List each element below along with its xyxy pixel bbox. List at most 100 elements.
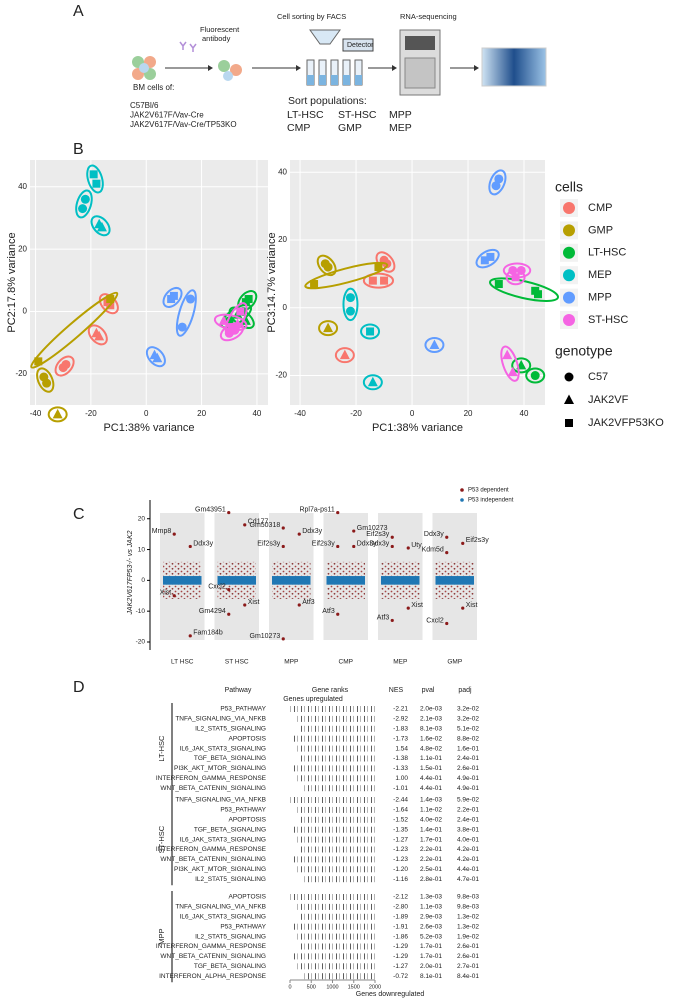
p53-independent-band — [326, 576, 365, 585]
detector-label: Detector — [347, 42, 374, 49]
padj-value: 1.3e-02 — [457, 923, 479, 930]
pval-value: 8.1e-03 — [420, 726, 442, 733]
gene-label: Eif2s3y — [312, 540, 335, 547]
legend-label: JAK2VF — [588, 394, 629, 406]
gene-rank-barcode — [290, 797, 375, 803]
table-header: pval — [422, 687, 435, 694]
gene-rank-barcode — [295, 806, 375, 813]
nes-value: 1.00 — [395, 775, 408, 782]
gene-rank-barcode — [290, 706, 375, 712]
point — [78, 204, 88, 214]
pval-value: 2.1e-03 — [420, 716, 442, 723]
plot-background — [290, 160, 545, 405]
nes-value: -1.20 — [393, 866, 408, 873]
x-tick-label: MEP — [393, 659, 407, 666]
group-ellipse — [304, 261, 389, 290]
gene-rank-barcode — [292, 953, 375, 960]
gene-label: Gm10273 — [357, 525, 388, 532]
pval-value: 2.0e-03 — [420, 706, 442, 713]
pathway-name: IL6_JAK_STAT3_SIGNALING — [180, 836, 266, 843]
gene-label: Eif2s3y — [257, 540, 280, 547]
point — [169, 291, 178, 300]
population: ST-HSC — [338, 109, 377, 121]
point — [516, 265, 526, 275]
panel-label: B — [73, 141, 84, 158]
x-axis-title: PC1:38% variance — [103, 422, 194, 434]
gene-rank-barcode — [301, 943, 375, 950]
gene-rank-barcode — [296, 933, 375, 940]
group-ellipse — [362, 374, 383, 391]
pval-value: 1.7e-01 — [420, 836, 442, 843]
gene-label: Cxcl2 — [426, 617, 444, 624]
rank-tick-label: 1500 — [348, 984, 360, 990]
pval-value: 1.7e-01 — [420, 943, 442, 950]
x-axis-title: PC1:38% variance — [372, 422, 463, 434]
sorting-label: Cell sorting by FACS — [277, 12, 346, 21]
padj-value: 3.2e-02 — [457, 706, 479, 713]
padj-value: 1.9e-02 — [457, 933, 479, 940]
gene-rank-barcode — [300, 725, 375, 732]
point — [34, 357, 43, 366]
legend-swatch — [563, 269, 575, 282]
legend-swatch — [563, 246, 575, 259]
p53-independent-band — [272, 576, 311, 585]
point — [218, 315, 229, 325]
x-tick-label: 40 — [520, 409, 529, 418]
population: CMP — [287, 122, 310, 134]
padj-value: 2.6e-01 — [457, 765, 479, 772]
gene-label: Mmp8 — [152, 528, 172, 535]
padj-value: 4.2e-01 — [457, 856, 479, 863]
legend-label: GMP — [588, 224, 613, 236]
pval-value: 2.6e-03 — [420, 923, 442, 930]
point — [367, 376, 378, 387]
labeled-gene — [336, 544, 340, 549]
pval-value: 1.1e-02 — [420, 807, 442, 814]
point — [177, 322, 187, 332]
legend-label: MEP — [588, 269, 612, 281]
x-tick-label: 20 — [197, 409, 206, 418]
pathway-name: TGF_BETA_SIGNALING — [194, 755, 266, 762]
gene-rank-barcode — [296, 745, 375, 752]
gene-rank-barcode — [295, 715, 375, 722]
gene-label: Xist — [248, 599, 260, 606]
legend-label: MPP — [588, 292, 612, 304]
pval-value: 1.4e-03 — [420, 797, 442, 804]
nes-value: -1.86 — [393, 933, 408, 940]
panel-label: C — [73, 506, 85, 523]
labeled-gene — [390, 535, 394, 539]
padj-value: 2.2e-01 — [457, 807, 479, 814]
padj-value: 2.7e-01 — [457, 963, 479, 970]
genotype-line: JAK2V617F/Vav-Cre/TP53KO — [130, 120, 237, 129]
group-ellipse — [90, 215, 111, 237]
point — [480, 256, 489, 265]
panel-label: A — [73, 3, 84, 20]
labeled-gene — [390, 544, 394, 549]
pathway-name: WNT_BETA_CATENIN_SIGNALING — [160, 953, 266, 960]
padj-value: 8.4e-01 — [457, 973, 479, 980]
pval-value: 4.0e-02 — [420, 817, 442, 824]
point — [486, 252, 495, 261]
pval-value: 1.1e-01 — [420, 755, 442, 762]
pathway-name: IL2_STAT5_SIGNALING — [195, 726, 266, 733]
nes-value: -2.12 — [393, 894, 408, 901]
group-label: LT-HSC — [157, 735, 166, 762]
legend-swatch — [563, 314, 575, 326]
gene-label: Eif2s3y — [366, 531, 389, 538]
labeled-gene — [336, 510, 340, 515]
point — [502, 349, 513, 360]
x-tick-label: 0 — [410, 409, 415, 418]
padj-value: 2.4e-01 — [457, 755, 479, 762]
gene-label: Ddx3y — [302, 528, 322, 535]
point — [507, 366, 518, 377]
workflow-icons — [132, 29, 547, 96]
legend-shape — [564, 394, 574, 404]
pathway-name: TNFA_SIGNALING_VIA_NFKB — [175, 716, 266, 723]
padj-value: 4.7e-01 — [457, 876, 479, 883]
nes-value: -1.38 — [393, 755, 408, 762]
padj-value: 9.8e-03 — [457, 894, 479, 901]
point — [534, 290, 543, 299]
labeled-gene — [336, 612, 340, 616]
x-tick-label: 0 — [144, 409, 149, 418]
gene-label: Gm10273 — [250, 633, 281, 640]
